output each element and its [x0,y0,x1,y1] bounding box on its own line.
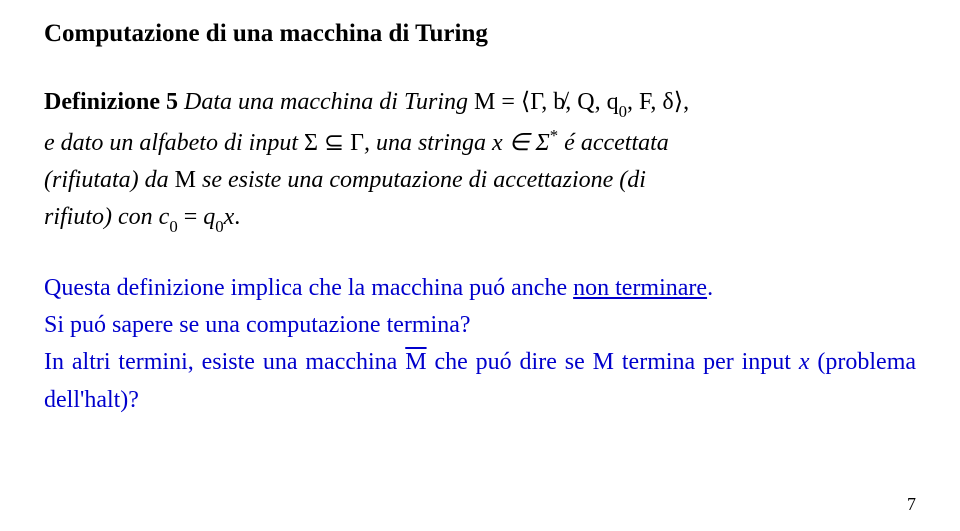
def-text-intro: Data una macchina di Turing [184,89,474,115]
symbol-M-bar: M [405,344,426,381]
blue-p3c: termina per input [614,349,799,375]
def-line2a: e dato un alfabeto di input [44,130,304,156]
page-number: 7 [907,494,916,515]
symbol-M: M [474,89,495,115]
tuple-close: ⟩ [674,89,683,115]
star: * [550,126,558,145]
symbol-M-2: M [175,167,196,193]
blue-p3b: che puó dire se [427,349,593,375]
blue-p3a: In altri termini, esiste una macchina [44,349,405,375]
blue-p2: Si puó sapere se una computazione termin… [44,312,471,338]
blue-p1a: Questa definizione implica che la macchi… [44,275,573,301]
def-line3b: se esiste una computazione di accettazio… [196,167,646,193]
page-title: Computazione di una macchina di Turing [44,20,916,48]
eq-sign: = [178,204,204,230]
blue-paragraph-block: Questa definizione implica che la macchi… [44,270,916,419]
sigma-subset: Σ ⊆ Γ [304,130,364,156]
period: . [234,204,240,230]
blue-p1b: . [707,275,713,301]
x-in-sigma: x ∈ Σ [492,130,550,156]
def-line4a: rifiuto) con [44,204,159,230]
x-var: x [224,204,235,230]
q-var: q [203,204,215,230]
c-sub0: 0 [169,217,177,236]
tuple-sub0: 0 [619,102,627,121]
def-line2c: é accettata [558,130,669,156]
tuple-rest: , F, δ [627,89,674,115]
def-line3a: (rifiutata) da [44,167,175,193]
equals-sign: = [495,89,521,115]
blue-p1-underline: non terminare [573,275,707,301]
x-var-2: x [799,349,810,375]
q-sub0: 0 [215,217,223,236]
definition-block: Definizione 5 Data una macchina di Turin… [44,84,916,238]
tuple-open: ⟨ [521,89,530,115]
tuple-parts: Γ, b̸, Q, q [530,89,618,115]
comma: , [683,89,689,115]
c-var: c [159,204,170,230]
symbol-M-3: M [593,349,614,375]
definition-label: Definizione 5 [44,89,178,115]
def-line2b: , una stringa [364,130,492,156]
